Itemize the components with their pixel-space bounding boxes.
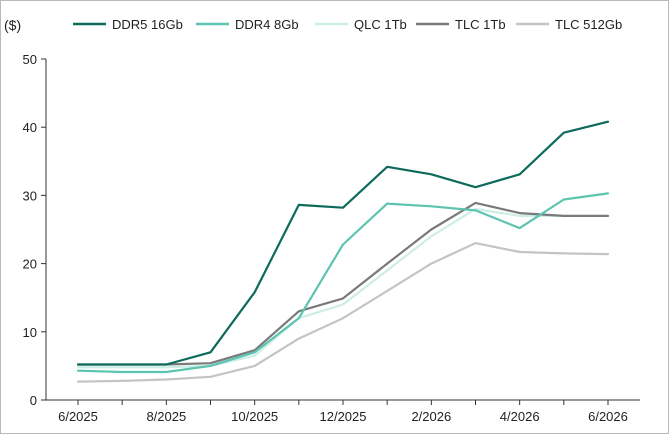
x-tick-label: 10/2025 <box>231 409 278 424</box>
series-line-ddr4-8gb <box>76 192 610 374</box>
x-tick-label: 2/2026 <box>411 409 451 424</box>
series-line-tlc-512gb <box>76 242 610 383</box>
y-axis: 0 10 20 30 40 50 <box>23 52 47 408</box>
legend-label: TLC 1Tb <box>455 17 506 32</box>
series-line-qlc-1tb <box>76 207 610 369</box>
legend-label: TLC 512Gb <box>555 17 622 32</box>
y-tick-label: 30 <box>23 188 37 203</box>
legend-label: DDR4 8Gb <box>235 17 299 32</box>
x-tick-label: 6/2026 <box>588 409 628 424</box>
series-line-ddr5-16gb <box>76 120 610 366</box>
legend-label: QLC 1Tb <box>354 17 407 32</box>
x-tick-label: 12/2025 <box>320 409 367 424</box>
series-layer <box>76 120 610 383</box>
legend-label: DDR5 16Gb <box>112 17 183 32</box>
x-axis: 6/2025 8/2025 10/2025 12/2025 2/2026 4/2026 6/… <box>46 399 640 424</box>
y-tick-label: 0 <box>30 393 37 408</box>
legend: DDR5 16Gb DDR4 8Gb QLC 1Tb TLC 1Tb TLC 512Gb <box>73 17 622 32</box>
x-tick-label: 4/2026 <box>500 409 540 424</box>
y-tick-label: 10 <box>23 325 37 340</box>
y-tick-label: 40 <box>23 120 37 135</box>
y-tick-label: 50 <box>23 52 37 67</box>
x-tick-label: 6/2025 <box>58 409 98 424</box>
x-tick-label: 8/2025 <box>146 409 186 424</box>
y-unit-label: ($) <box>4 17 21 33</box>
y-tick-label: 20 <box>23 257 37 272</box>
